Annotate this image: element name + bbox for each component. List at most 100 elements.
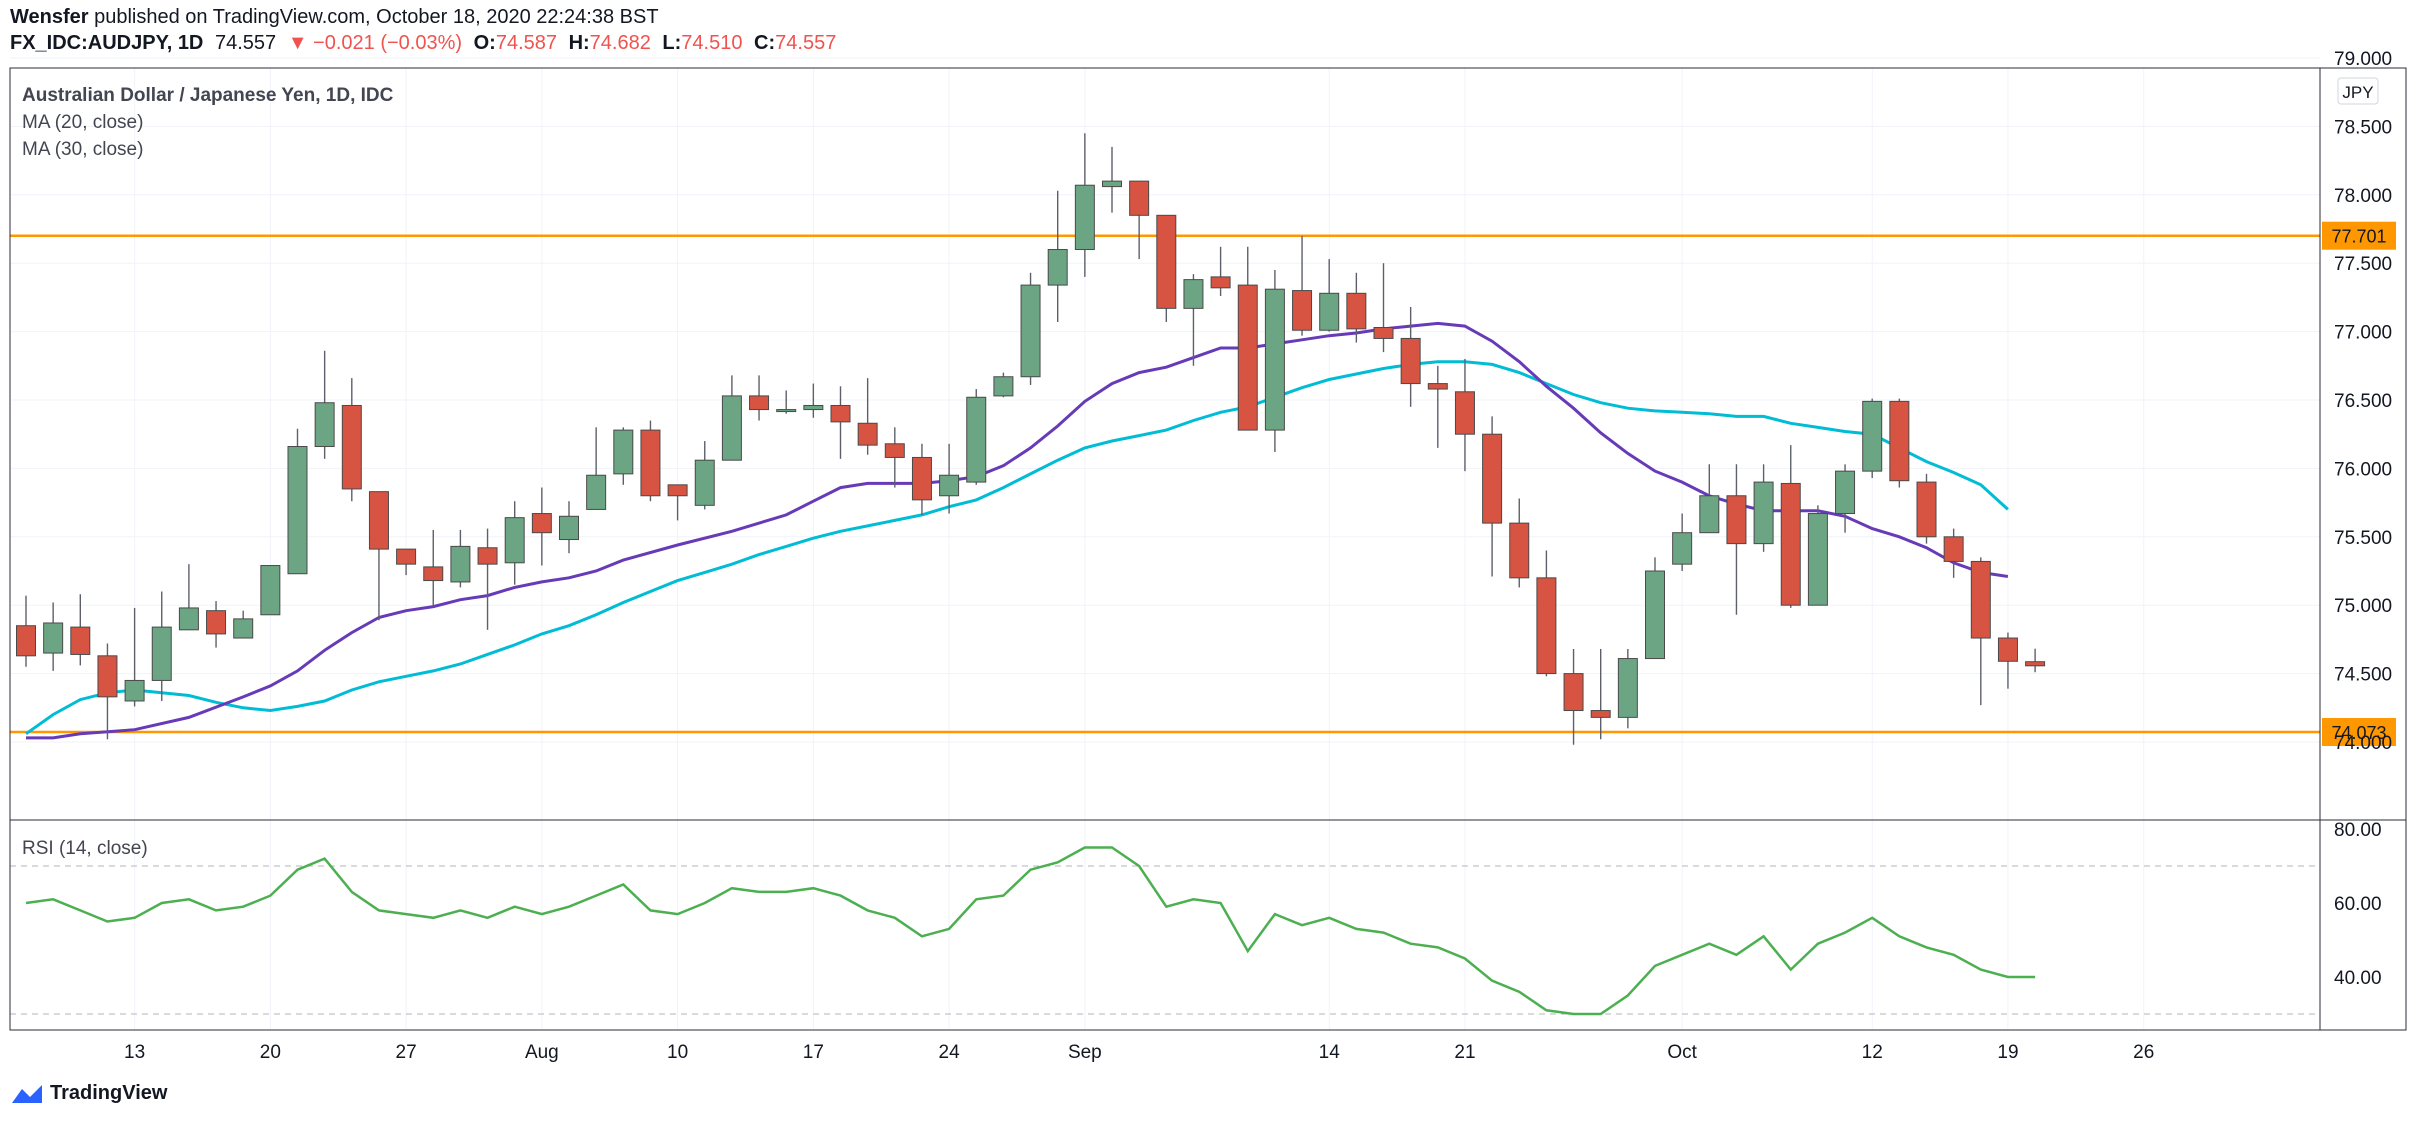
high-label: H: <box>568 32 590 54</box>
candle <box>993 372 1014 398</box>
candle-body <box>1862 400 1883 472</box>
candle-body <box>721 395 742 461</box>
candle-body <box>1780 482 1801 606</box>
candle-body <box>1264 288 1285 431</box>
candle <box>287 428 308 575</box>
candle <box>1346 272 1367 343</box>
price-tick-label: 76.500 <box>2334 391 2392 412</box>
low-label: L: <box>662 32 682 54</box>
date-tick-label: 26 <box>2133 1042 2154 1063</box>
open-label: O: <box>473 32 496 54</box>
candle <box>43 602 64 671</box>
candle-body <box>749 395 770 411</box>
candle <box>477 528 498 630</box>
date-tick-label: 21 <box>1454 1042 1475 1063</box>
candle <box>749 375 770 421</box>
candle-body <box>1672 532 1693 565</box>
candle <box>1997 632 2018 689</box>
candle-body <box>559 515 579 541</box>
tradingview-logo-text: TradingView <box>50 1082 168 1104</box>
candle-body <box>1726 495 1747 545</box>
candle <box>1645 557 1665 660</box>
ma20-line <box>26 321 2009 740</box>
candle <box>640 420 661 502</box>
candle-body <box>233 618 254 639</box>
price-tick-label: 75.000 <box>2334 596 2392 617</box>
ma30-legend: MA (30, close) <box>22 139 143 160</box>
candle <box>1454 358 1475 472</box>
price-tick-label: 78.500 <box>2334 117 2392 138</box>
level-price-tag <box>2322 221 2396 250</box>
candle <box>504 501 525 585</box>
candle <box>151 591 172 701</box>
candle <box>1183 274 1204 366</box>
candle <box>124 607 145 707</box>
candle <box>1292 235 1313 336</box>
candle-body <box>694 459 715 506</box>
publish-info: Wensfer published on TradingView.com, Oc… <box>10 4 1410 30</box>
candle-body <box>640 429 661 497</box>
change-value: −0.021 (−0.03%) <box>313 32 463 54</box>
candle <box>559 501 579 554</box>
candle-body <box>1047 249 1068 286</box>
candle-body <box>1807 513 1828 606</box>
candle <box>1400 306 1421 407</box>
axes[interactable]: 79.000 78.500 78.000 77.500 77.000 76.500 76.0… <box>124 49 2392 1063</box>
candle-body <box>423 566 444 582</box>
price-tick-label: 75.500 <box>2334 528 2392 549</box>
date-tick-label: 10 <box>667 1042 688 1063</box>
candle-body <box>667 484 688 497</box>
candle <box>1617 648 1638 729</box>
candle-body <box>884 443 905 458</box>
candle <box>97 643 118 740</box>
candle <box>1156 214 1177 323</box>
candle <box>1264 270 1285 452</box>
candle <box>396 548 417 576</box>
candle <box>1047 190 1068 323</box>
price-tick-label: 74.500 <box>2334 665 2392 686</box>
candle-body <box>1835 470 1856 515</box>
candle-body <box>586 474 607 510</box>
chart-header: Wensfer published on TradingView.com, Oc… <box>10 4 1410 56</box>
date-tick-label: 20 <box>260 1042 281 1063</box>
rsi-tick-label: 60.00 <box>2334 894 2382 915</box>
candle <box>368 491 389 621</box>
candle-body <box>1563 673 1584 712</box>
candle <box>1780 445 1801 608</box>
candle <box>423 529 444 607</box>
close-label: C: <box>754 32 776 54</box>
candle <box>1753 464 1774 552</box>
candle-body <box>450 545 471 583</box>
candle-body <box>966 396 987 483</box>
rsi-line <box>25 846 2036 1016</box>
candle-body <box>531 513 552 534</box>
candle-body <box>43 622 64 654</box>
candle <box>341 378 362 502</box>
candle-body <box>1427 383 1448 390</box>
candle-body <box>206 610 227 635</box>
horizontal-levels[interactable]: 77.701 74.073 <box>10 221 2396 747</box>
candle <box>1699 464 1720 534</box>
candle-body <box>1753 481 1774 545</box>
date-tick-label: 24 <box>939 1042 961 1063</box>
candle <box>1319 259 1340 332</box>
candle <box>803 383 824 418</box>
author-name[interactable]: Wensfer <box>10 6 89 28</box>
candle <box>1916 473 1937 544</box>
candle <box>911 443 932 515</box>
candle <box>531 487 552 566</box>
price-tick-label: 78.000 <box>2334 186 2392 207</box>
candle <box>1509 498 1530 588</box>
footer-logo[interactable]: TradingView <box>10 1082 167 1105</box>
date-tick-label: 13 <box>124 1042 145 1063</box>
price-tick-label: 74.000 <box>2334 733 2392 754</box>
date-tick-label: Aug <box>525 1042 559 1063</box>
candle-body <box>1482 433 1503 524</box>
candle <box>939 443 960 514</box>
candle-body <box>1210 276 1231 289</box>
candle-body <box>1916 481 1937 538</box>
rsi-legend: RSI (14, close) <box>22 838 148 859</box>
candle-body <box>1970 560 1991 639</box>
candle <box>1943 528 1964 578</box>
